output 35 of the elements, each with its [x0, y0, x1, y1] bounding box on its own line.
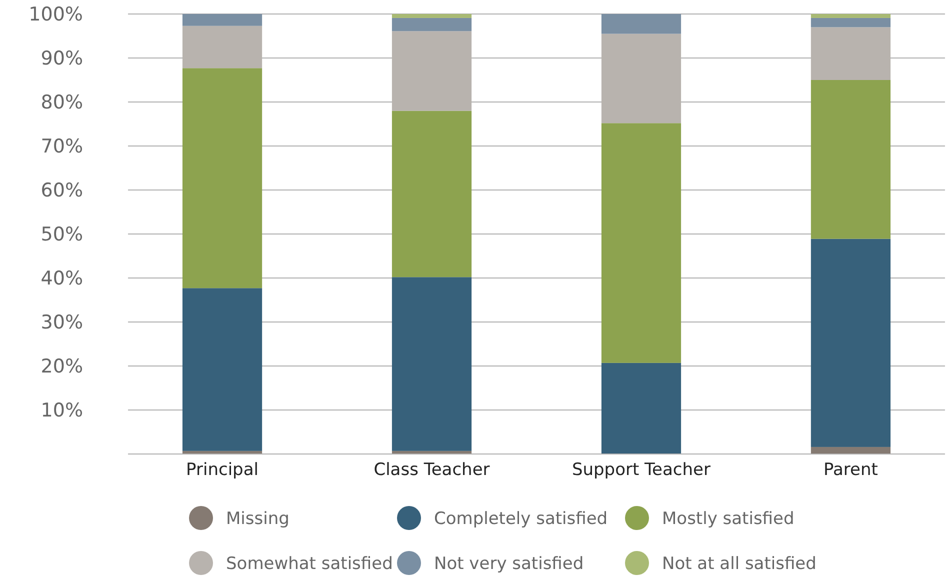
y-tick-label: 20%: [40, 356, 83, 378]
legend-label: Mostly satisfied: [662, 508, 794, 529]
bar: [810, 238, 891, 447]
bar: [392, 277, 472, 451]
bar: [182, 288, 262, 451]
legend-label: Not very satisfied: [434, 554, 584, 574]
bar: [601, 14, 682, 34]
legend-label: Completely satisfied: [434, 508, 608, 529]
x-tick-label: Support Teacher: [572, 460, 711, 480]
bar: [810, 18, 891, 28]
x-tick-label: Principal: [186, 460, 258, 480]
y-tick-label: 60%: [40, 180, 83, 202]
y-tick-label: 90%: [40, 48, 83, 70]
bar: [601, 362, 682, 454]
bar: [392, 14, 472, 18]
x-tick-label: Parent: [824, 460, 878, 480]
bar: [392, 110, 472, 278]
y-tick-label: 10%: [40, 400, 83, 422]
bar: [182, 68, 262, 288]
bar: [810, 14, 891, 18]
bar: [601, 123, 682, 363]
x-tick-label: Class Teacher: [374, 460, 490, 480]
y-tick-label: 30%: [40, 312, 83, 334]
y-tick-label: 80%: [40, 92, 83, 114]
y-tick-label: 40%: [40, 268, 83, 290]
y-tick-label: 100%: [28, 4, 83, 26]
bar: [810, 80, 891, 239]
y-tick-label: 70%: [40, 136, 83, 158]
legend-label: Somewhat satisfied: [226, 554, 393, 574]
bar: [182, 14, 262, 26]
bar: [810, 446, 891, 454]
legend-label: Missing: [226, 508, 290, 529]
legend-label: Not at all satisfied: [662, 554, 816, 574]
bar: [392, 18, 472, 32]
y-tick-label: 50%: [40, 224, 83, 246]
